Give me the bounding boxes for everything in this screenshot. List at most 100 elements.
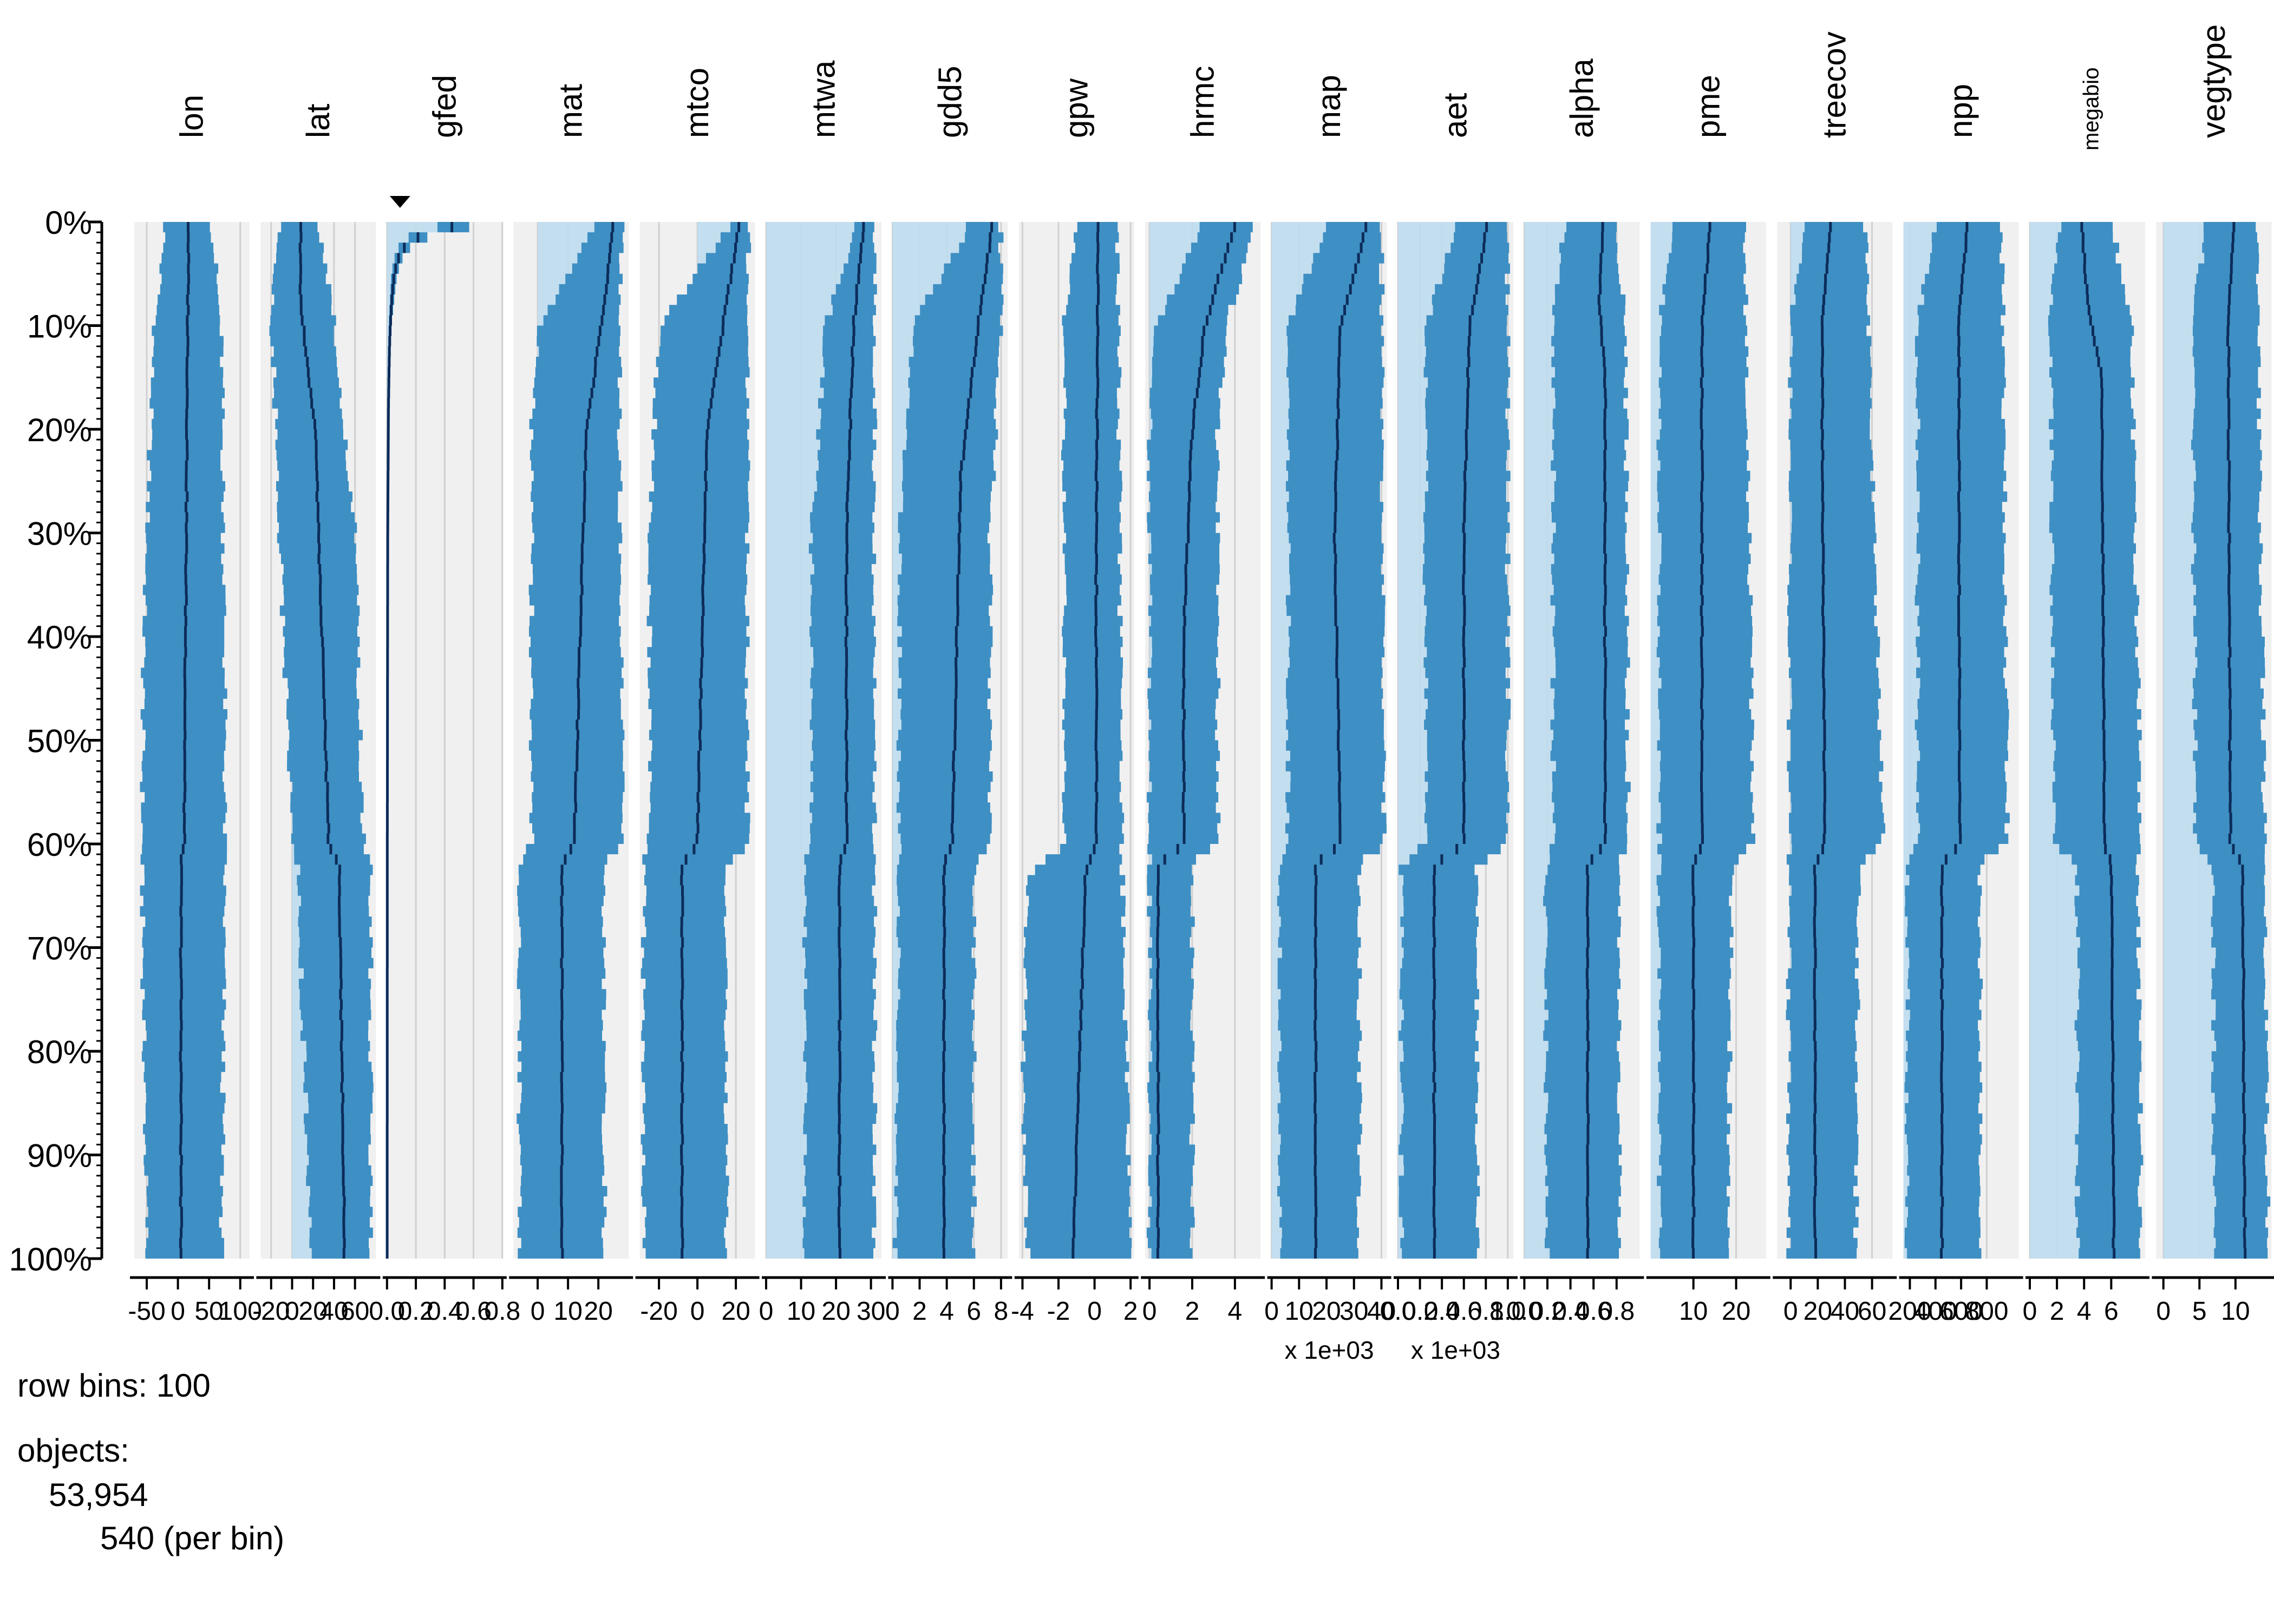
spread-bars: [641, 222, 752, 1259]
mean-line: [2226, 222, 2247, 1259]
x-tick-label: 40: [319, 1297, 348, 1326]
x-tick-label: 2: [2050, 1297, 2064, 1326]
panel-hrmc: hrmc 0 2 4: [1141, 66, 1265, 1326]
x-tick-label: 10: [787, 1297, 815, 1326]
x-tick-label: 0: [1783, 1297, 1798, 1326]
y-tick-label: 60%: [27, 827, 92, 863]
x-tick-label: 10: [1285, 1297, 1314, 1326]
x-tick-label: 100: [219, 1297, 262, 1326]
y-axis: 0% 10% 20% 30% 40% 50% 60% 70% 80% 90% 100%: [9, 205, 103, 1278]
spread-bars: [1277, 222, 1387, 1259]
column-title: aet: [1437, 93, 1474, 138]
y-tick-label: 20%: [27, 412, 92, 448]
objects-per-bin: 540 (per bin): [100, 1520, 285, 1556]
x-tick-label: 40: [1367, 1297, 1396, 1326]
x-tick-label: -2: [1047, 1297, 1070, 1326]
y-tick-label: 50%: [27, 723, 92, 759]
y-tick-label: 70%: [27, 931, 92, 967]
spread-bars: [1146, 222, 1253, 1259]
x-tick-label: 0: [531, 1297, 545, 1326]
x-tick-label: 4: [939, 1297, 954, 1326]
x-tick-label: 0.8: [1468, 1297, 1504, 1326]
spread-bars: [1543, 222, 1631, 1259]
y-tick-label: 30%: [27, 516, 92, 552]
x-tick-label: 4: [1228, 1297, 1243, 1326]
spread-bars: [1399, 222, 1511, 1259]
panel-aet: aet 0.00.20.40.60.81.0 x 1e+03: [1380, 93, 1526, 1364]
x-tick-label: 0: [885, 1297, 900, 1326]
panel-gdd5: gdd5 0 2 4 6 8: [885, 66, 1012, 1326]
y-tick-label: 100%: [9, 1241, 92, 1278]
mean-line: [2080, 222, 2116, 1259]
x-tick-label: 0.0: [369, 1297, 405, 1326]
x-tick-label: 0: [171, 1297, 185, 1326]
x-tick-label: 30: [1339, 1297, 1368, 1326]
spread-bars: [269, 222, 374, 1259]
x-tick-label: -50: [128, 1297, 165, 1326]
y-tick-label: 10%: [27, 309, 92, 345]
x-tick-label: 10: [553, 1297, 582, 1326]
x-tick-label: 6: [966, 1297, 981, 1326]
mean-line: [837, 222, 865, 1259]
column-title: gdd5: [932, 66, 968, 138]
x-tick-label: 30: [857, 1297, 885, 1326]
mean-line: [942, 222, 994, 1259]
panel-alpha: alpha 0.00.20.40.60.8: [1506, 58, 1644, 1326]
x-tick-label: 0: [759, 1297, 774, 1326]
x-tick-label: -20: [252, 1297, 290, 1326]
column-title: alpha: [1564, 58, 1600, 138]
panel-mtwa: mtwa 0 10 20 30: [759, 60, 886, 1326]
mean-line: [1813, 222, 1832, 1259]
column-title: npp: [1943, 84, 1979, 138]
panel-gpw: gpw -4 -2 0 2: [1011, 78, 1139, 1326]
x-tick-label: -20: [640, 1297, 677, 1326]
x-tick-label: 2: [912, 1297, 927, 1326]
x-tick-label: 0.2: [1530, 1297, 1566, 1326]
column-title: gpw: [1058, 78, 1094, 138]
mean-line: [680, 222, 741, 1259]
mean-line: [1156, 222, 1236, 1259]
x-tick-label: 0: [1264, 1297, 1279, 1326]
x-tick-label: 20: [1312, 1297, 1341, 1326]
x-tick-label: 20: [1722, 1297, 1750, 1326]
x-tick-label: 4: [2077, 1297, 2092, 1326]
x-tick-label: 0.4: [1424, 1297, 1460, 1326]
x-tick-label: 800: [1965, 1297, 2008, 1326]
x-tick-label: 0: [1142, 1297, 1157, 1326]
spread-bars: [1904, 222, 2010, 1259]
x-tick-label: 2: [1185, 1297, 1200, 1326]
panel-vegtype: vegtype 0 5 10: [2152, 24, 2274, 1326]
column-panels: lon-50 0 50100lat-200204060gfed0.00.20.40.…: [128, 24, 2274, 1364]
x-tick-label: 0.0: [1506, 1297, 1543, 1326]
spread-bars: [892, 222, 1004, 1259]
x-tick-label: 20: [299, 1297, 328, 1326]
x-tick-label: -4: [1011, 1297, 1034, 1326]
panel-pme: pme 10 20: [1646, 75, 1770, 1326]
mean-line: [1691, 222, 1711, 1259]
column-title: lat: [300, 103, 336, 138]
x-tick-label: 1.0: [1489, 1297, 1526, 1326]
row-bins-label: row bins: 100: [17, 1367, 211, 1404]
spread-bars: [2048, 222, 2144, 1259]
column-title: vegtype: [2195, 24, 2232, 138]
x-tick-label: 400: [1914, 1297, 1957, 1326]
spread-bars: [1021, 222, 1132, 1259]
spread-bars: [1786, 222, 1885, 1259]
column-title: treecov: [1816, 31, 1853, 138]
x-tick-label: 8: [994, 1297, 1009, 1326]
x-tick-label: 0: [2023, 1297, 2037, 1326]
spread-bars: [802, 222, 878, 1259]
x-tick-label: 0: [1087, 1297, 1102, 1326]
objects-count: 53,954: [49, 1477, 148, 1513]
x-tick-label: 20: [721, 1297, 750, 1326]
x-tick-label: 10: [2221, 1297, 2250, 1326]
objects-label: objects:: [17, 1432, 129, 1469]
column-title: mtwa: [806, 60, 842, 138]
mean-line: [560, 222, 615, 1259]
mean-line: [179, 222, 191, 1259]
